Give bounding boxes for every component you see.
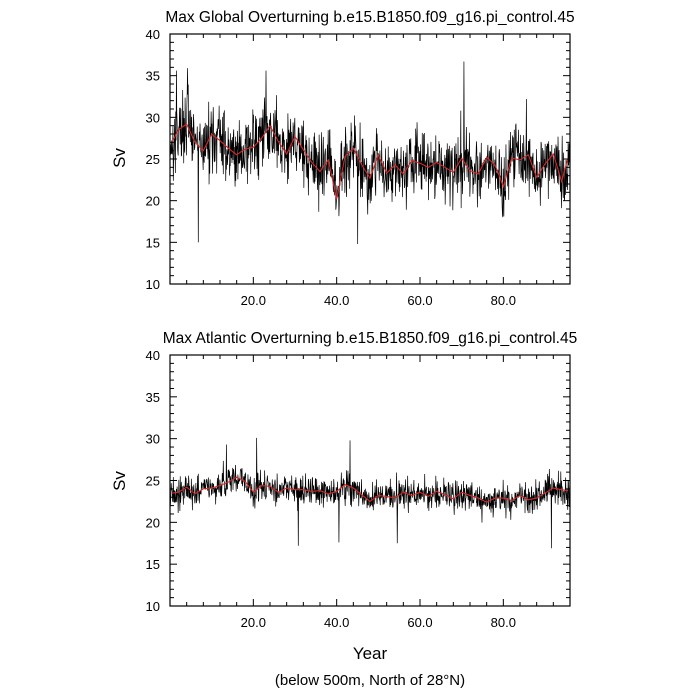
y-tick-label: 35 <box>146 69 160 84</box>
x-tick-label: 80.0 <box>491 293 516 308</box>
y-tick-label: 40 <box>146 27 160 42</box>
x-tick-label: 40.0 <box>324 615 349 630</box>
y-axis-label-atlantic: Sv <box>110 471 129 491</box>
y-tick-label: 25 <box>146 474 160 489</box>
chart-title-global: Max Global Overturning b.e15.B1850.f09_g… <box>165 9 574 26</box>
x-tick-label: 20.0 <box>241 293 266 308</box>
y-tick-label: 40 <box>146 348 160 363</box>
footnote-text: (below 500m, North of 28°N) <box>275 672 465 689</box>
y-tick-label: 10 <box>146 277 160 292</box>
y-tick-label: 30 <box>146 432 160 447</box>
y-tick-label: 20 <box>146 515 160 530</box>
annual-mean-series-line <box>172 476 568 503</box>
y-tick-label: 15 <box>146 235 160 250</box>
y-axis-label-global: Sv <box>110 148 129 168</box>
y-tick-label: 30 <box>146 110 160 125</box>
y-tick-label: 20 <box>146 194 160 209</box>
x-tick-label: 60.0 <box>407 615 432 630</box>
x-tick-label: 60.0 <box>407 293 432 308</box>
x-axis-label: Year <box>353 644 388 663</box>
x-tick-label: 40.0 <box>324 293 349 308</box>
y-tick-label: 25 <box>146 152 160 167</box>
y-tick-label: 15 <box>146 557 160 572</box>
y-tick-label: 35 <box>146 390 160 405</box>
monthly-series-line <box>170 61 570 245</box>
x-tick-label: 20.0 <box>241 615 266 630</box>
annual-mean-series-line <box>171 123 569 200</box>
figure-footnote: (below 500m, North of 28°N) <box>275 672 465 689</box>
global-overturning-panel: Max Global Overturning b.e15.B1850.f09_g… <box>110 9 575 308</box>
atlantic-overturning-panel: Max Atlantic Overturning b.e15.B1850.f09… <box>110 330 577 630</box>
chart-title-atlantic: Max Atlantic Overturning b.e15.B1850.f09… <box>163 330 577 347</box>
monthly-series-line <box>170 437 570 549</box>
y-tick-label: 10 <box>146 599 160 614</box>
x-tick-label: 80.0 <box>491 615 516 630</box>
